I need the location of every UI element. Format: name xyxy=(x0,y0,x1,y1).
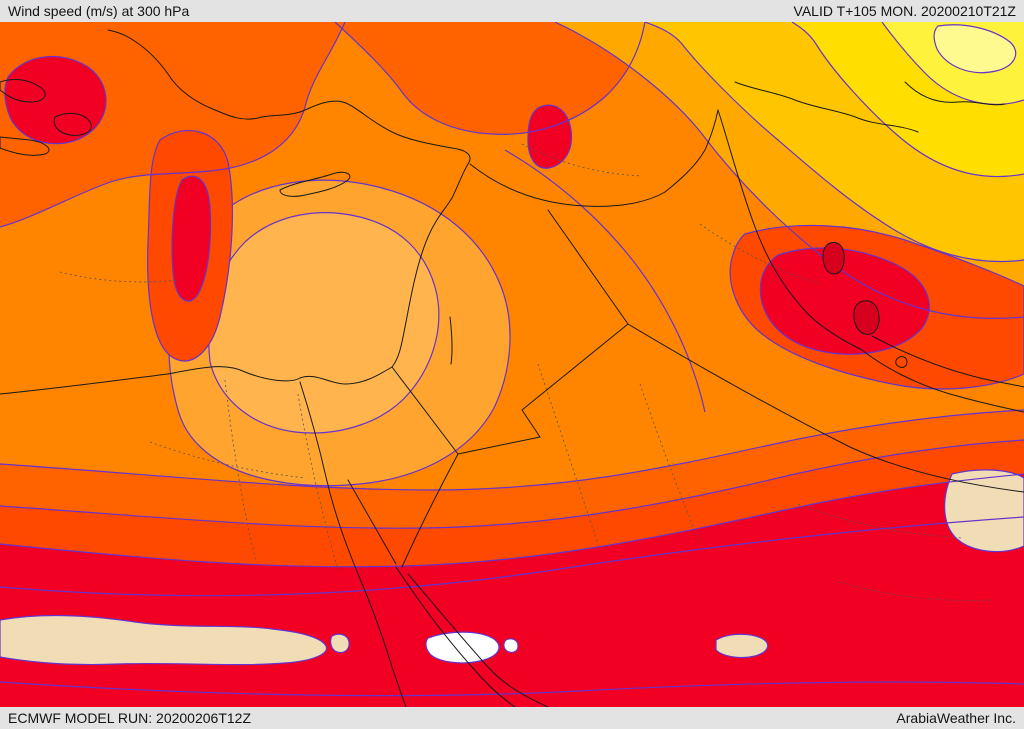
dotted-line xyxy=(639,383,701,545)
border-turkey-iran xyxy=(664,109,719,193)
borders xyxy=(0,29,1024,707)
coast-gulf-north xyxy=(871,335,1024,388)
contour-mid-map xyxy=(504,149,706,413)
weather-map xyxy=(0,22,1024,707)
lake-iraq-2 xyxy=(853,300,880,335)
blob-light-inner xyxy=(208,212,440,434)
patch-cream-small xyxy=(330,633,350,654)
contour-outlined-fills xyxy=(0,24,1024,666)
valid-time: VALID T+105 MON. 20200210T21Z xyxy=(793,3,1016,19)
patch-cream-right-edge xyxy=(944,469,1024,553)
patch-cream-left-strip xyxy=(0,614,328,666)
islands-aegean-2 xyxy=(53,112,92,136)
island-cyprus xyxy=(279,171,351,197)
border-caucasus-1 xyxy=(734,81,919,133)
islands-aegean-1 xyxy=(0,79,46,103)
blob-right-red xyxy=(759,247,930,355)
brand-credit: ArabiaWeather Inc. xyxy=(896,710,1016,726)
dotted-line xyxy=(297,393,339,571)
admin-dotted xyxy=(59,143,991,601)
contour-near-bottom xyxy=(0,681,1024,697)
contour-bottom-red xyxy=(0,473,1024,568)
dotted-line xyxy=(699,223,821,285)
patch-white-dot xyxy=(503,638,519,653)
red-sea-east-shore xyxy=(407,573,549,707)
footer-bar: ECMWF MODEL RUN: 20200206T12Z ArabiaWeat… xyxy=(0,707,1024,729)
border-turkey-syria xyxy=(469,163,666,207)
map-title: Wind speed (m/s) at 300 hPa xyxy=(8,3,190,19)
contour-bottom-1 xyxy=(0,409,1024,491)
model-run-label: ECMWF MODEL RUN: 20200206T12Z xyxy=(8,710,251,726)
coast-gulf-south xyxy=(861,349,1024,413)
dotted-line xyxy=(839,581,991,601)
red-sea-west-shore xyxy=(395,566,516,707)
gulf-of-aqaba xyxy=(401,453,459,568)
blob-top-left-red xyxy=(4,55,107,145)
header-bar: Wind speed (m/s) at 300 hPa VALID T+105 … xyxy=(0,0,1024,22)
border-iraq-iran xyxy=(717,109,863,351)
contour-inside-red xyxy=(0,516,1024,597)
border-jordan-saudi xyxy=(457,323,629,455)
contour-bottom-2 xyxy=(0,439,1024,529)
border-syria-iraq xyxy=(547,209,629,325)
contour-yellow-mid-edge xyxy=(791,22,1024,178)
patch-cream-mid-right xyxy=(715,633,769,659)
coastline-mediterranean xyxy=(0,29,471,395)
contour-yellow-outer-edge xyxy=(644,22,1024,263)
map-area xyxy=(0,22,1024,707)
river-nile xyxy=(299,381,407,707)
gulf-of-suez xyxy=(347,479,397,565)
patch-white-center xyxy=(425,631,500,664)
contour-top-center-edge xyxy=(334,22,646,135)
blob-left-streak-red xyxy=(171,175,212,302)
contour-top-left-edge xyxy=(0,22,346,228)
river-jordan-dead-sea xyxy=(449,316,453,365)
blob-top-center-red xyxy=(527,104,573,169)
islands-aegean-3 xyxy=(0,136,50,156)
lake-iraq-1 xyxy=(822,241,845,275)
border-egypt-israel xyxy=(391,366,459,455)
border-caucasus-2 xyxy=(904,81,1006,106)
contour-yellow-deep-edge xyxy=(554,22,1024,319)
blob-yellow-bright-core xyxy=(933,24,1017,74)
border-iraq-saudi xyxy=(627,323,1024,493)
dotted-line xyxy=(59,271,181,283)
dotted-line xyxy=(521,143,643,177)
band-top-center-dark xyxy=(335,22,645,135)
island-gulf xyxy=(895,356,908,368)
dotted-line xyxy=(149,441,306,479)
contour-lines xyxy=(0,22,1024,697)
